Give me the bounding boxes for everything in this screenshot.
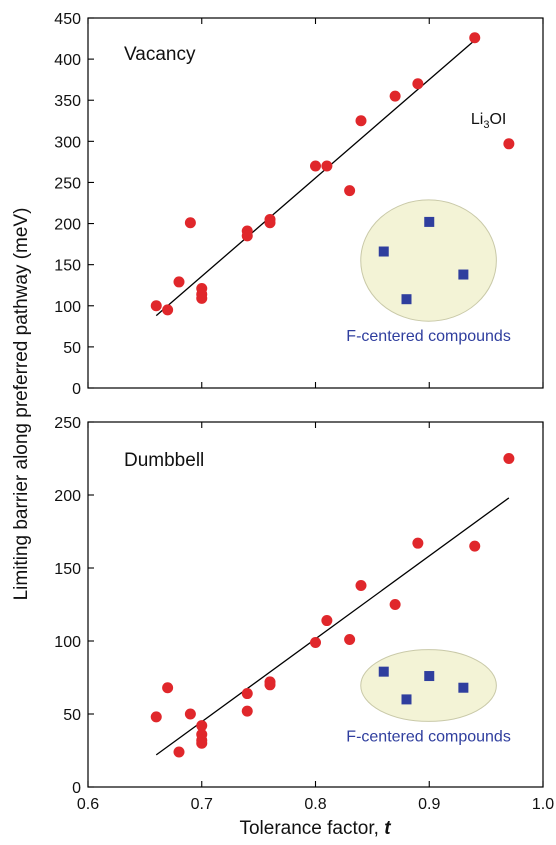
fit-line (155, 497, 510, 756)
data-point (184, 217, 196, 229)
data-point (162, 304, 174, 316)
data-point (469, 32, 481, 44)
y-axis-label: Limiting barrier along preferred pathway… (11, 208, 32, 601)
data-point (173, 276, 185, 288)
data-point (241, 688, 253, 700)
y-tick-label: 200 (54, 217, 81, 234)
data-point (389, 90, 401, 102)
y-tick-label: 450 (54, 11, 81, 28)
f-centered-square (378, 246, 389, 257)
inset-squares (378, 216, 469, 305)
data-point (469, 540, 481, 552)
y-tick-label: 200 (54, 488, 81, 505)
data-point (184, 708, 196, 720)
data-point (196, 737, 208, 749)
annotation-li3oi: Li3OI (471, 111, 506, 131)
y-tick-label: 100 (54, 299, 81, 316)
f-centered-square (424, 671, 435, 682)
data-point (264, 679, 276, 691)
y-tick-label: 250 (54, 175, 81, 192)
data-point (162, 682, 174, 694)
f-centered-square (401, 694, 412, 705)
data-point (503, 453, 515, 464)
panel-title: Dumbbell (124, 450, 204, 471)
data-point (173, 746, 185, 758)
f-centered-square (378, 666, 389, 677)
inset-ellipse (360, 199, 497, 322)
y-tick-label: 150 (54, 561, 81, 578)
data-point (355, 115, 367, 127)
data-point (150, 711, 162, 723)
inset-squares (378, 666, 469, 705)
data-point (412, 78, 424, 90)
x-tick-label: 0.9 (418, 796, 440, 813)
x-tick-label: 0.6 (77, 796, 99, 813)
data-point (412, 537, 424, 549)
data-point (241, 705, 253, 717)
y-tick-label: 150 (54, 258, 81, 275)
y-tick-label: 0 (72, 381, 81, 398)
vacancy-panel: 0 50 100 150 200 250 300 350 400 450 Vacancy F-ce… (54, 11, 544, 398)
data-point (344, 634, 356, 646)
inset-ellipse (360, 649, 497, 722)
data-point (310, 160, 321, 172)
inset-label: F-centered compounds (346, 728, 511, 745)
y-axis-ticks: 0 50 100 150 200 250 300 350 400 450 (54, 11, 94, 398)
data-point (355, 580, 367, 592)
data-points (150, 32, 515, 316)
x-tick-label: 0.8 (304, 796, 326, 813)
y-tick-label: 400 (54, 52, 81, 69)
data-point (196, 292, 208, 304)
data-points (150, 453, 515, 758)
y-tick-label: 350 (54, 93, 81, 110)
data-point (321, 160, 333, 172)
y-tick-label: 300 (54, 134, 81, 151)
f-centered-square (401, 294, 412, 305)
data-point (196, 720, 208, 732)
x-axis-label: Tolerance factor, t (239, 818, 391, 839)
data-point (264, 217, 276, 229)
y-tick-label: 100 (54, 634, 81, 651)
panel-title: Vacancy (124, 44, 196, 65)
y-axis-ticks: 0 50 100 150 200 250 (54, 415, 94, 797)
data-point (503, 138, 515, 150)
y-tick-label: 250 (54, 415, 81, 432)
inset-label: F-centered compounds (346, 328, 511, 345)
x-axis-ticks: 0.6 0.7 0.8 0.9 1.0 (77, 422, 554, 813)
data-point (321, 615, 333, 627)
x-tick-label: 1.0 (532, 796, 554, 813)
x-tick-label: 0.7 (191, 796, 213, 813)
dumbbell-panel: 0 50 100 150 200 250 0.6 0.7 0.8 0.9 1.0 Dumbbell… (54, 415, 554, 813)
data-point (389, 599, 401, 610)
f-centered-square (458, 682, 469, 693)
y-tick-label: 50 (63, 340, 81, 357)
y-tick-label: 50 (63, 707, 81, 724)
data-point (344, 185, 356, 197)
data-point (241, 230, 253, 242)
data-point (150, 300, 162, 312)
x-axis-ticks (87, 18, 544, 388)
f-centered-square (458, 269, 469, 280)
data-point (310, 636, 321, 648)
f-centered-square (424, 216, 435, 227)
y-tick-label: 0 (72, 780, 81, 797)
